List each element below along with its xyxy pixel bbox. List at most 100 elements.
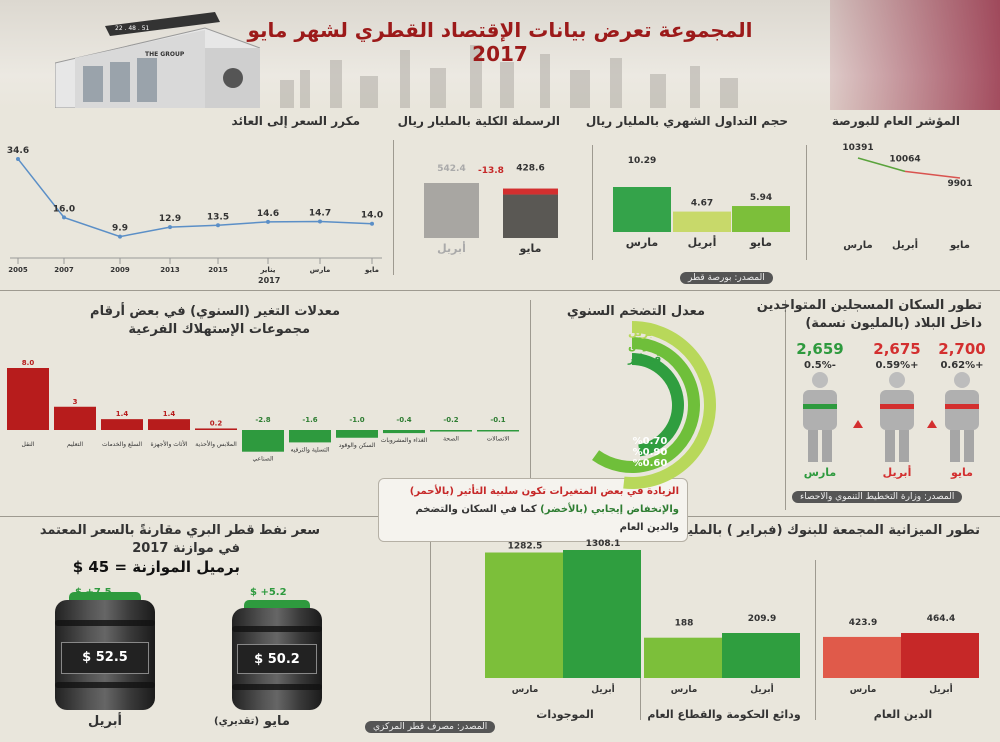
pe-point xyxy=(16,156,20,161)
divider xyxy=(430,525,431,730)
cap-value-label: 542.4 xyxy=(437,164,465,174)
consumption-value-label: -1.6 xyxy=(302,416,317,424)
cap-category-label: مايو xyxy=(519,242,542,255)
barrel-may: $ 50.2 xyxy=(232,600,322,710)
barrel-april-label: أبريل xyxy=(88,714,122,729)
index-category-label: مايو xyxy=(949,240,970,251)
barrel-april-diff: $ +7.5 xyxy=(75,587,112,598)
banks-category-label: مارس xyxy=(850,685,877,695)
banks-value-label: 464.4 xyxy=(927,614,955,624)
cap-bar xyxy=(424,183,479,238)
banks-category-label: أبريل xyxy=(929,683,952,695)
cap-change-label: -13.8 xyxy=(478,166,504,176)
person-body xyxy=(803,390,837,430)
consumption-bar xyxy=(7,368,49,430)
pe-point xyxy=(370,221,374,226)
pe-point xyxy=(216,223,220,228)
consumption-bar xyxy=(242,430,284,452)
banks-bar xyxy=(563,550,641,678)
pe-point xyxy=(266,219,270,224)
consumption-value-label: 0.2 xyxy=(210,419,223,427)
pe-point xyxy=(168,225,172,230)
person-band xyxy=(803,404,837,409)
consumption-bar xyxy=(195,428,237,430)
consumption-value-label: 1.4 xyxy=(163,410,176,418)
index-line-segment xyxy=(857,157,906,173)
barrel-may-note: (تقديري) xyxy=(214,716,260,727)
consumption-bar xyxy=(383,430,425,434)
consumption-bar xyxy=(477,430,519,432)
consumption-value-label: -0.4 xyxy=(396,416,411,424)
pe-value-label: 9.9 xyxy=(112,224,128,234)
exchange-source-badge: المصدر: بورصة قطر xyxy=(680,272,773,284)
inflation-ring xyxy=(623,321,716,489)
pe-category-label: مارس xyxy=(310,266,331,274)
inflation-legend-label: مارس xyxy=(628,339,660,352)
pe-value-label: 14.6 xyxy=(257,209,279,219)
consumption-value-label: -1.0 xyxy=(349,416,364,424)
inflation-title: معدل التضخم السنوي xyxy=(566,304,705,319)
person-head xyxy=(812,372,828,388)
central-bank-source-badge: المصدر: مصرف قطر المركزي xyxy=(365,721,496,733)
barrel-april-price: $ 52.5 xyxy=(61,642,149,674)
pe-value-label: 16.0 xyxy=(53,204,75,214)
volume-value-label: 4.67 xyxy=(691,199,713,209)
pe-point xyxy=(318,219,322,224)
inflation-ring xyxy=(592,337,700,473)
budget-barrel-label: برميل الموازنة = 45 $ xyxy=(72,558,240,576)
banks-value-label: 188 xyxy=(675,619,694,629)
pe-category-label: 2009 xyxy=(110,266,130,274)
barrel-may-price: $ 50.2 xyxy=(237,644,317,674)
person-head xyxy=(954,372,970,388)
person-leg xyxy=(899,430,909,462)
inflation-value-label: %0.90 xyxy=(633,447,668,458)
divider xyxy=(785,300,786,510)
banks-value-label: 423.9 xyxy=(849,618,877,628)
group-building-image: 22 . 48 . 51 THE GROUP xyxy=(55,12,260,108)
index-value-label: 9901 xyxy=(947,179,972,189)
note-line2-rest: كما في السكان والتضخم والدين العام xyxy=(415,504,679,533)
barrel-may-cap xyxy=(244,600,310,610)
pe-point xyxy=(118,234,122,239)
banks-category-label: مارس xyxy=(512,685,539,695)
consumption-category-label: الصحة xyxy=(443,436,459,443)
note-line2-green: والإنخفاض إيجابي (بالأخضر) xyxy=(540,504,679,515)
index-value-label: 10391 xyxy=(842,143,873,153)
consumption-value-label: -0.2 xyxy=(443,416,458,424)
population-change-label: 0.62%+ xyxy=(940,360,983,371)
population-category-label: مارس xyxy=(804,466,836,479)
pe-value-label: 13.5 xyxy=(207,212,229,222)
pe-category-label: يناير xyxy=(259,266,275,274)
barrel-april-cap xyxy=(69,592,141,602)
index-category-label: أبريل xyxy=(892,238,918,251)
consumption-bar xyxy=(148,419,190,430)
volume-value-label: 10.29 xyxy=(628,156,656,166)
population-category-label: مايو xyxy=(950,466,973,479)
banks-group-label: الدين العام xyxy=(874,708,932,721)
banks-group-label: الموجودات xyxy=(536,708,593,721)
inflation-legend-label: أبريل xyxy=(628,325,657,339)
building-sign: THE GROUP xyxy=(145,51,185,58)
person-leg xyxy=(950,430,960,462)
consumption-value-label: -0.1 xyxy=(490,416,505,424)
pe-category-label: 2007 xyxy=(54,266,74,274)
person-body xyxy=(945,390,979,430)
banks-title: تطور الميزانية المجمعة للبنوك (فبراير ) … xyxy=(642,523,980,538)
consumption-title-line2: مجموعات الإستهلاك الفرعية xyxy=(128,322,310,337)
qatar-flag xyxy=(750,0,1000,110)
consumption-bar xyxy=(54,406,96,430)
pe-chart-title: مكرر السعر إلى العائد xyxy=(231,114,360,128)
index-chart-title: المؤشر العام للبورصة xyxy=(831,114,960,128)
note-line2: والإنخفاض إيجابي (بالأخضر) كما في السكان… xyxy=(387,501,679,537)
population-value-label: 2,659 xyxy=(796,340,843,358)
index-category-label: مارس xyxy=(843,240,873,251)
consumption-category-label: التعليم xyxy=(67,441,83,448)
person-leg xyxy=(822,430,832,462)
planning-source-badge: المصدر: وزارة التخطيط التنموي والاحصاء xyxy=(792,491,963,503)
population-value-label: 2,675 xyxy=(873,340,920,358)
consumption-bar xyxy=(336,430,378,438)
population-up-arrow xyxy=(927,420,937,428)
inflation-value-label: %0.70 xyxy=(633,436,668,447)
banks-value-label: 1308.1 xyxy=(586,539,621,549)
pe-value-label: 34.6 xyxy=(7,146,29,156)
